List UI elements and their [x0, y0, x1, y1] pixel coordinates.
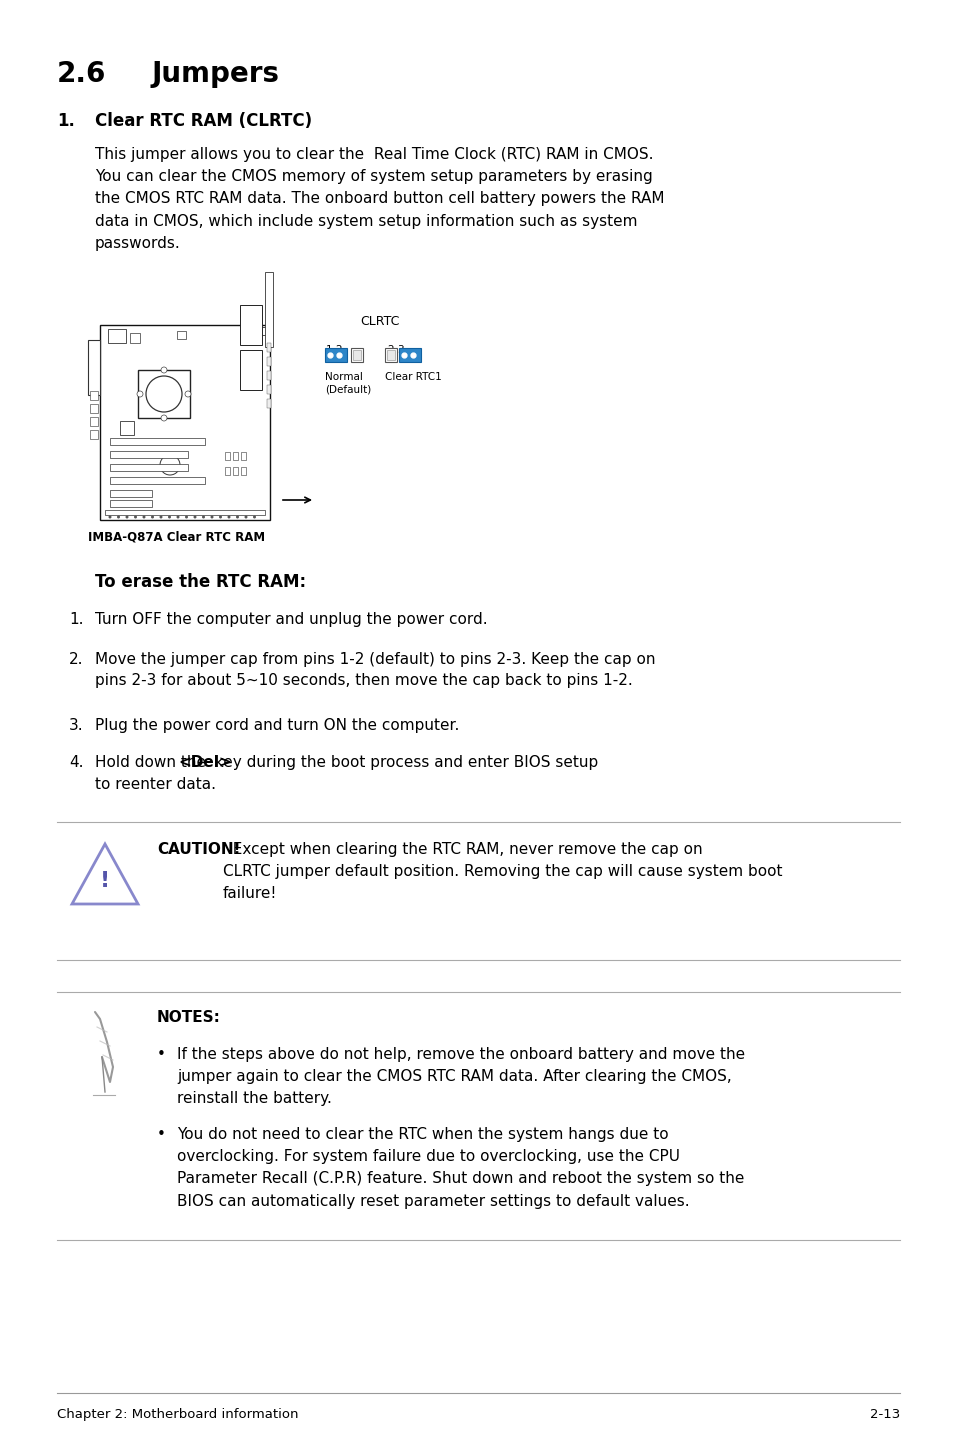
Circle shape: [159, 515, 162, 519]
Circle shape: [176, 515, 179, 519]
Text: 2.: 2.: [69, 651, 84, 667]
Bar: [110, 477, 205, 485]
Bar: [252, 326, 268, 335]
Text: Turn OFF the computer and unplug the power cord.: Turn OFF the computer and unplug the pow…: [95, 613, 487, 627]
Text: To erase the RTC RAM:: To erase the RTC RAM:: [95, 572, 306, 591]
Circle shape: [202, 515, 205, 519]
Text: 1: 1: [326, 345, 333, 355]
Circle shape: [117, 515, 120, 519]
Text: 1.: 1.: [57, 112, 74, 129]
Bar: [138, 370, 190, 418]
Bar: [110, 452, 188, 457]
Text: Chapter 2: Motherboard information: Chapter 2: Motherboard information: [57, 1408, 298, 1421]
Bar: [100, 325, 270, 521]
Text: Hold down the: Hold down the: [95, 755, 211, 769]
Bar: [240, 349, 262, 390]
Bar: [267, 398, 271, 408]
Bar: [241, 467, 246, 475]
Bar: [233, 467, 237, 475]
Bar: [387, 349, 395, 360]
Bar: [267, 344, 271, 352]
Text: key during the boot process and enter BIOS setup: key during the boot process and enter BI…: [210, 755, 598, 769]
Circle shape: [168, 515, 171, 519]
Text: !: !: [100, 871, 110, 892]
Bar: [353, 349, 360, 360]
Text: •: •: [157, 1047, 166, 1063]
Circle shape: [185, 391, 191, 397]
Text: CLRTC: CLRTC: [360, 315, 399, 328]
Text: IMBA-Q87A Clear RTC RAM: IMBA-Q87A Clear RTC RAM: [88, 531, 265, 544]
Text: CAUTION!: CAUTION!: [157, 843, 240, 857]
Text: If the steps above do not help, remove the onboard battery and move the
jumper a: If the steps above do not help, remove t…: [177, 1047, 744, 1106]
Bar: [110, 490, 152, 498]
Bar: [110, 464, 188, 472]
Circle shape: [151, 515, 153, 519]
Bar: [130, 334, 140, 344]
Text: 2-13: 2-13: [869, 1408, 899, 1421]
Bar: [267, 357, 271, 367]
Circle shape: [142, 515, 146, 519]
Bar: [110, 500, 152, 508]
Bar: [225, 452, 230, 460]
Circle shape: [137, 391, 143, 397]
Bar: [325, 348, 347, 362]
Bar: [90, 404, 98, 413]
Text: 4.: 4.: [69, 755, 84, 769]
Circle shape: [126, 515, 129, 519]
Circle shape: [185, 515, 188, 519]
Bar: [267, 371, 271, 380]
Circle shape: [253, 515, 255, 519]
Bar: [108, 329, 126, 344]
Circle shape: [235, 515, 239, 519]
Bar: [265, 272, 273, 347]
Bar: [385, 348, 396, 362]
Bar: [90, 417, 98, 426]
Text: <Del>: <Del>: [178, 755, 232, 769]
Bar: [240, 305, 262, 345]
Bar: [177, 331, 186, 339]
Text: This jumper allows you to clear the  Real Time Clock (RTC) RAM in CMOS.
You can : This jumper allows you to clear the Real…: [95, 147, 664, 250]
Text: Plug the power cord and turn ON the computer.: Plug the power cord and turn ON the comp…: [95, 718, 459, 733]
Bar: [105, 510, 265, 515]
Text: Except when clearing the RTC RAM, never remove the cap on
CLRTC jumper default p: Except when clearing the RTC RAM, never …: [223, 843, 781, 902]
Bar: [90, 430, 98, 439]
Bar: [398, 348, 420, 362]
Text: 2.6: 2.6: [57, 60, 107, 88]
Circle shape: [109, 515, 112, 519]
Text: Clear RTC1: Clear RTC1: [385, 372, 441, 383]
Text: NOTES:: NOTES:: [157, 1009, 221, 1025]
Circle shape: [133, 515, 137, 519]
Bar: [267, 385, 271, 394]
Circle shape: [160, 454, 180, 475]
Text: You do not need to clear the RTC when the system hangs due to
overclocking. For : You do not need to clear the RTC when th…: [177, 1127, 743, 1208]
Bar: [233, 452, 237, 460]
Circle shape: [244, 515, 247, 519]
Bar: [88, 339, 100, 395]
Text: 2: 2: [335, 345, 341, 355]
Circle shape: [219, 515, 222, 519]
Text: •: •: [157, 1127, 166, 1142]
Bar: [241, 452, 246, 460]
Text: Move the jumper cap from pins 1-2 (default) to pins 2-3. Keep the cap on
pins 2-: Move the jumper cap from pins 1-2 (defau…: [95, 651, 655, 687]
Bar: [351, 348, 363, 362]
Circle shape: [161, 367, 167, 372]
Circle shape: [211, 515, 213, 519]
Circle shape: [146, 375, 182, 413]
Text: 2: 2: [387, 345, 394, 355]
Text: Normal
(Default): Normal (Default): [325, 372, 371, 394]
Circle shape: [161, 416, 167, 421]
Polygon shape: [71, 844, 138, 905]
Bar: [110, 439, 205, 444]
Bar: [120, 421, 133, 436]
Text: Jumpers: Jumpers: [152, 60, 280, 88]
Bar: [90, 391, 98, 400]
Circle shape: [193, 515, 196, 519]
Text: 3: 3: [396, 345, 403, 355]
Text: Clear RTC RAM (CLRTC): Clear RTC RAM (CLRTC): [95, 112, 312, 129]
Circle shape: [227, 515, 231, 519]
Bar: [225, 467, 230, 475]
Text: to reenter data.: to reenter data.: [95, 777, 215, 792]
Text: 1.: 1.: [69, 613, 84, 627]
Text: 3.: 3.: [69, 718, 84, 733]
